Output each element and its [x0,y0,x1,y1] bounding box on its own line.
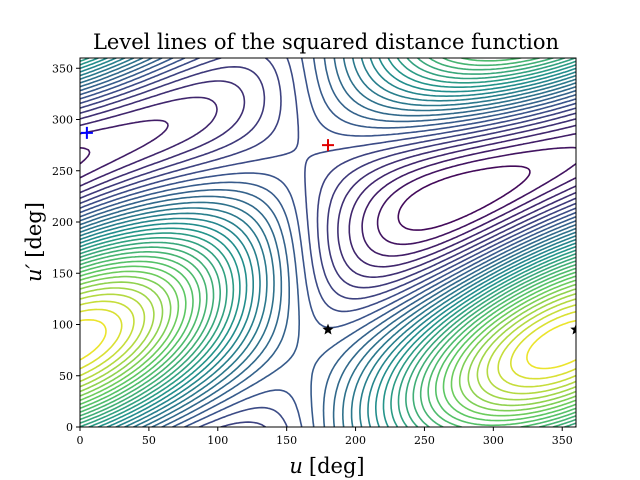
y-tick-label: 100 [52,319,73,332]
y-axis-ticks: 0 50 100 150 200 250 300 350 [52,62,80,434]
contour-level [80,265,576,422]
contour-level [80,281,576,407]
contour-level [80,58,576,427]
contour-level [80,96,576,268]
black-star-edge-marker [570,323,576,335]
contour-level [80,58,576,427]
contour-level [80,58,576,427]
contour-level [80,119,576,257]
x-tick-label: 200 [345,434,366,447]
y-tick-label: 350 [52,62,73,75]
x-tick-label: 300 [483,434,504,447]
contour-level [80,270,576,417]
y-tick-label: 200 [52,216,73,229]
y-tick-label: 250 [52,165,73,178]
contour-level [80,308,576,380]
x-tick-label: 350 [552,434,573,447]
blue-plus-marker [80,126,93,139]
x-tick-label: 50 [142,434,156,447]
y-tick-label: 50 [59,370,73,383]
contour-level [80,300,576,388]
black-star-center-marker [322,323,334,335]
contour-level [80,58,576,427]
y-tick-label: 300 [52,114,73,127]
contour-level [80,58,576,427]
contour-level [80,66,576,289]
chart-title: Level lines of the squared distance func… [93,30,559,54]
contour-level [80,80,576,278]
contour-level [80,58,576,427]
red-plus-marker [322,139,334,152]
contour-level [397,165,531,231]
x-tick-label: 250 [414,434,435,447]
y-axis-label-var: u′ [22,263,46,282]
contour-level [80,146,576,246]
contour-level [80,260,576,427]
contour-level [80,293,576,395]
y-axis-label: u′ [deg] [22,202,46,282]
plot-frame [79,57,577,428]
contour-level [80,58,576,427]
x-axis-label-var: u [289,454,303,478]
y-tick-label: 0 [66,421,73,434]
x-axis-label: u [deg] [289,454,364,478]
x-tick-label: 0 [77,434,84,447]
x-axis-ticks: 0 50 100 150 200 250 300 350 [77,427,573,447]
x-tick-label: 150 [276,434,297,447]
contour-lines [80,58,576,427]
x-axis-label-unit: [deg] [309,454,365,478]
y-tick-label: 150 [52,267,73,280]
x-tick-label: 100 [207,434,228,447]
markers [80,126,576,335]
contour-level [80,275,576,412]
contour-level [80,58,576,427]
contour-level [80,287,576,401]
y-axis-label-unit: [deg] [22,202,46,258]
contour-level [80,319,576,370]
